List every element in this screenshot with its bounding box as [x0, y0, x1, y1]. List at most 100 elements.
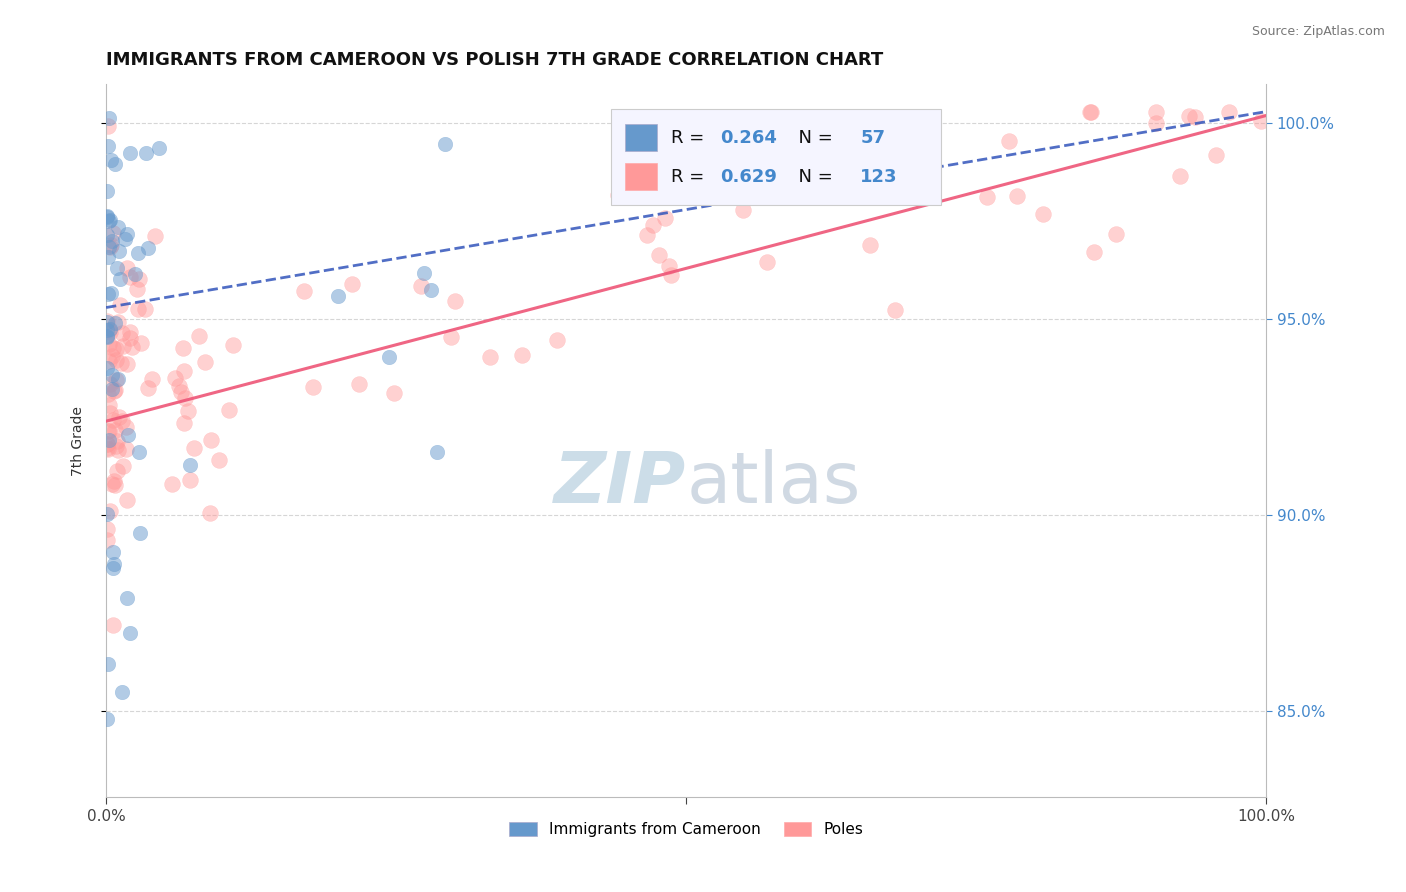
Point: [1083, 244, 1105, 259]
Point: [607, 188, 630, 202]
Point: [100, 153, 122, 167]
Point: [96, 314, 118, 328]
Point: [129, 525, 152, 540]
Point: [98, 433, 121, 447]
Point: [135, 146, 157, 161]
Point: [188, 328, 211, 343]
Point: [117, 428, 139, 442]
Point: [105, 343, 128, 357]
Point: [121, 340, 143, 354]
Point: [107, 244, 129, 259]
Point: [97, 398, 120, 412]
Text: IMMIGRANTS FROM CAMEROON VS POLISH 7TH GRADE CORRELATION CHART: IMMIGRANTS FROM CAMEROON VS POLISH 7TH G…: [105, 51, 883, 69]
Point: [101, 234, 124, 248]
Point: [96, 184, 118, 198]
Point: [120, 325, 142, 339]
Point: [98, 213, 121, 227]
Point: [647, 248, 669, 262]
Point: [108, 409, 131, 424]
Point: [97, 424, 120, 438]
Point: [120, 145, 142, 160]
Point: [1144, 104, 1167, 119]
Point: [117, 358, 139, 372]
Point: [108, 272, 131, 286]
Point: [96, 361, 118, 376]
Point: [127, 301, 149, 316]
Point: [101, 341, 124, 355]
Point: [183, 441, 205, 455]
Point: [96, 533, 118, 548]
Point: [96, 441, 118, 455]
Point: [104, 383, 127, 397]
Point: [96, 323, 118, 337]
Point: [104, 373, 127, 387]
Point: [208, 453, 231, 467]
Point: [97, 442, 120, 456]
Point: [124, 267, 146, 281]
Point: [1178, 109, 1201, 123]
Point: [420, 283, 443, 297]
Text: N =: N =: [787, 128, 838, 146]
Point: [179, 474, 201, 488]
Point: [173, 416, 195, 430]
Point: [96, 209, 118, 223]
Point: [97, 424, 120, 438]
Point: [96, 507, 118, 521]
Point: [1205, 148, 1227, 162]
Legend: Immigrants from Cameroon, Poles: Immigrants from Cameroon, Poles: [503, 816, 869, 843]
Point: [546, 333, 568, 347]
Point: [107, 442, 129, 457]
Point: [104, 316, 127, 330]
Point: [98, 325, 121, 339]
Point: [342, 277, 364, 291]
Point: [103, 558, 125, 572]
Point: [103, 474, 125, 488]
Point: [125, 282, 148, 296]
Point: [104, 477, 127, 491]
Point: [105, 434, 128, 449]
Point: [96, 210, 118, 224]
Point: [163, 370, 186, 384]
Point: [97, 250, 120, 264]
Text: atlas: atlas: [686, 449, 860, 518]
Point: [96, 436, 118, 450]
Point: [96, 522, 118, 536]
Point: [134, 301, 156, 316]
Point: [143, 229, 166, 244]
Point: [108, 298, 131, 312]
Point: [347, 376, 370, 391]
Point: [101, 477, 124, 491]
Point: [101, 617, 124, 632]
Point: [200, 506, 222, 520]
Point: [110, 684, 132, 698]
Point: [107, 315, 129, 329]
Point: [172, 341, 194, 355]
Point: [883, 303, 905, 318]
Point: [112, 459, 135, 474]
Text: 0.264: 0.264: [720, 128, 776, 146]
Point: [326, 289, 349, 303]
Point: [641, 218, 664, 232]
Point: [103, 384, 125, 399]
Point: [107, 372, 129, 386]
Point: [378, 350, 401, 364]
Point: [218, 403, 240, 417]
Point: [128, 444, 150, 458]
Point: [97, 287, 120, 301]
Point: [440, 329, 463, 343]
Point: [222, 337, 245, 351]
Point: [115, 591, 138, 606]
Point: [658, 259, 681, 273]
Y-axis label: 7th Grade: 7th Grade: [72, 406, 86, 475]
Bar: [610, 109, 942, 205]
Point: [162, 477, 184, 491]
Point: [118, 625, 141, 640]
Point: [101, 561, 124, 575]
Point: [636, 227, 658, 242]
Point: [179, 458, 201, 472]
Point: [170, 384, 193, 399]
Point: [426, 445, 449, 459]
Point: [200, 433, 222, 447]
Point: [118, 331, 141, 345]
Point: [97, 139, 120, 153]
